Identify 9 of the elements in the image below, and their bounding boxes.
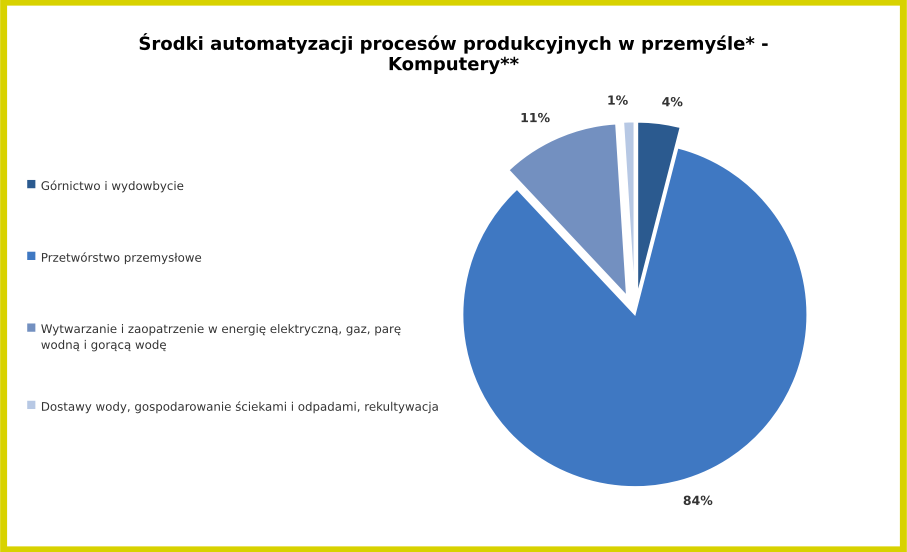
legend-label: Przetwórstwo przemysłowe (42, 252, 202, 264)
legend-label: Górnictwo i wydowbycie (41, 180, 184, 192)
legend-label: Dostawy wody, gospodarowanie ściekami i odpadami, rekultywacja (42, 401, 438, 414)
data-label: 11% (522, 112, 550, 122)
legend-label: Wytwarzanie i zaopatrzenie w energię elektryczną, gaz, parę wodną i gorącą wodę (41, 324, 401, 352)
data-label: 84% (684, 496, 712, 506)
data-label: 4% (662, 96, 682, 106)
data-label: 1% (608, 95, 628, 105)
chart-title: Środki automatyzacji procesów produkcyjnych w przemyśle* - Komputery** (140, 33, 768, 74)
